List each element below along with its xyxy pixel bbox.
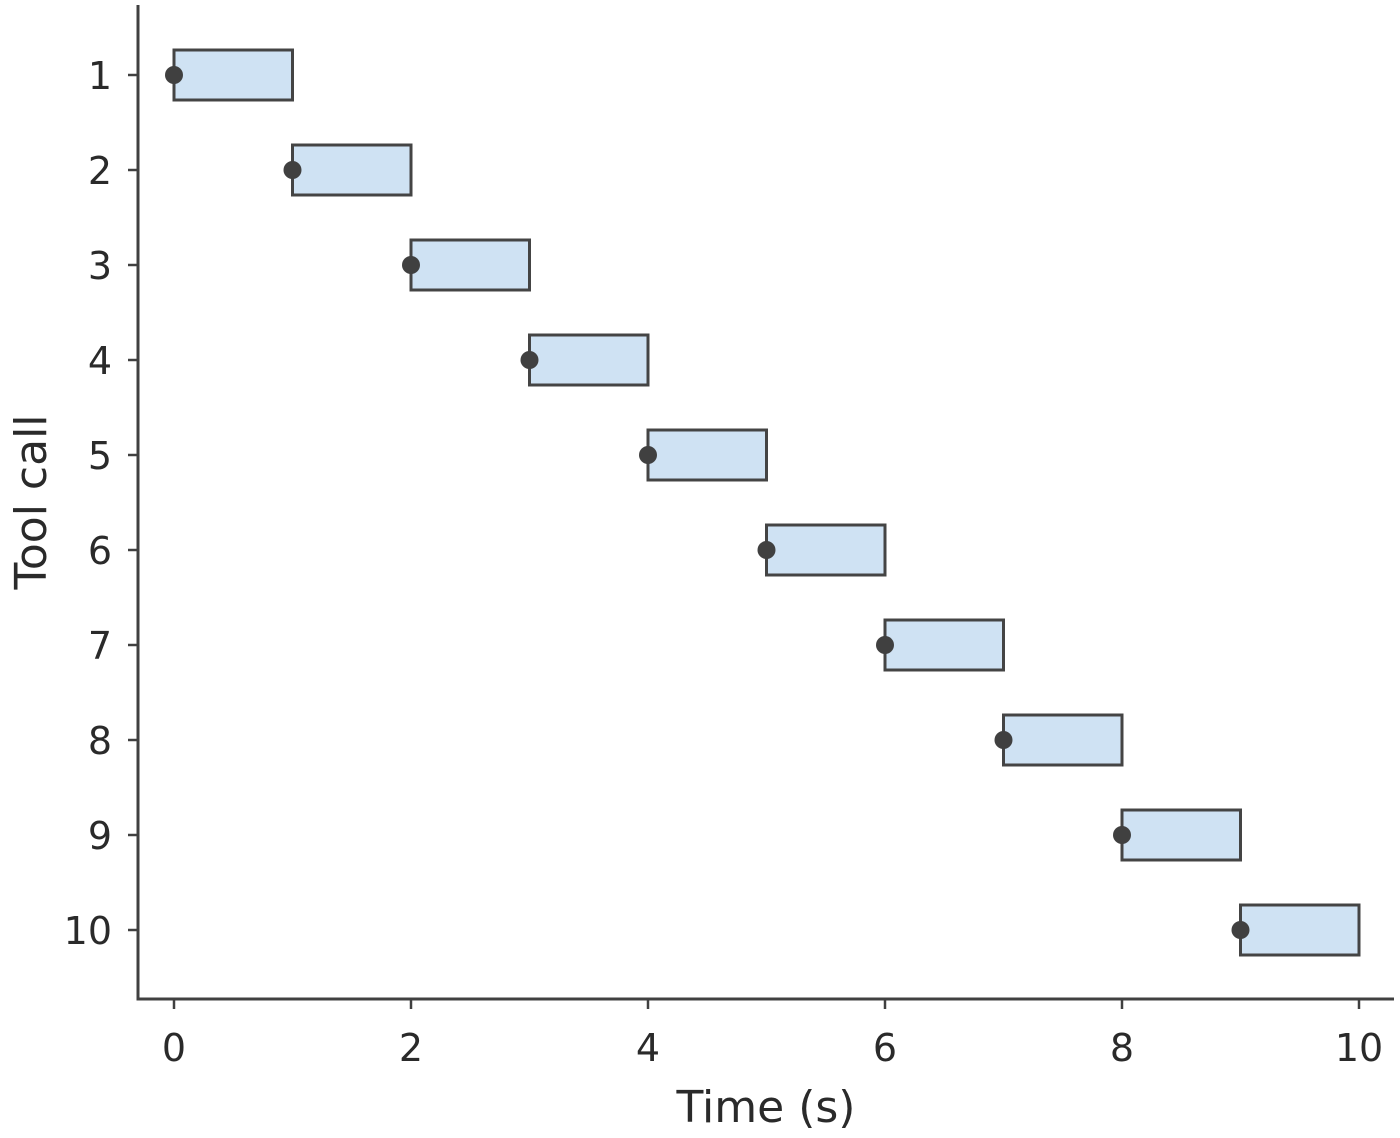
bar-call-4 bbox=[528, 333, 650, 387]
x-tick-label-2: 2 bbox=[399, 1026, 423, 1070]
bar-call-3 bbox=[409, 238, 531, 292]
x-axis-title: Time (s) bbox=[676, 1082, 856, 1133]
bar-group-call-6 bbox=[757, 523, 887, 577]
x-tick-label-6: 6 bbox=[873, 1026, 897, 1070]
bar-group-call-10 bbox=[1231, 903, 1361, 957]
bar-call-2 bbox=[291, 143, 413, 197]
start-marker-call-3 bbox=[402, 256, 420, 274]
start-marker-call-8 bbox=[994, 731, 1013, 749]
y-ticks: 1 2 3 4 5 6 7 8 9 10 bbox=[64, 54, 138, 953]
bar-group-call-7 bbox=[876, 618, 1005, 672]
y-tick-label-4: 4 bbox=[88, 339, 112, 383]
y-tick-label-1: 1 bbox=[88, 54, 112, 98]
x-tick-label-10: 10 bbox=[1335, 1026, 1383, 1070]
start-marker-call-4 bbox=[520, 351, 539, 369]
start-marker-call-7 bbox=[876, 636, 894, 654]
bars-layer bbox=[165, 48, 1361, 957]
bar-call-9 bbox=[1120, 808, 1242, 862]
bar-call-5 bbox=[646, 428, 768, 482]
bar-group-call-8 bbox=[994, 713, 1124, 767]
y-axis-title: Tool call bbox=[6, 414, 57, 590]
y-tick-label-7: 7 bbox=[88, 624, 112, 668]
bar-call-7 bbox=[883, 618, 1005, 672]
x-ticks: 0 2 4 6 8 10 bbox=[162, 999, 1383, 1070]
start-marker-call-9 bbox=[1113, 826, 1131, 844]
bar-group-call-4 bbox=[520, 333, 650, 387]
bar-call-1 bbox=[172, 48, 294, 102]
start-marker-call-1 bbox=[165, 66, 183, 84]
start-marker-call-6 bbox=[757, 541, 776, 559]
x-tick-label-4: 4 bbox=[636, 1026, 660, 1070]
bar-group-call-1 bbox=[165, 48, 294, 102]
start-marker-call-2 bbox=[283, 161, 302, 179]
x-tick-label-8: 8 bbox=[1110, 1026, 1134, 1070]
bar-group-call-2 bbox=[283, 143, 413, 197]
y-tick-label-10: 10 bbox=[64, 909, 112, 953]
bar-group-call-3 bbox=[402, 238, 531, 292]
y-tick-label-2: 2 bbox=[88, 149, 112, 193]
start-marker-call-5 bbox=[639, 446, 657, 464]
bar-group-call-5 bbox=[639, 428, 768, 482]
bar-call-8 bbox=[1002, 713, 1124, 767]
bar-call-10 bbox=[1239, 903, 1361, 957]
y-tick-label-9: 9 bbox=[88, 814, 112, 858]
y-tick-label-8: 8 bbox=[88, 719, 112, 763]
y-tick-label-3: 3 bbox=[88, 244, 112, 288]
y-tick-label-6: 6 bbox=[88, 529, 112, 573]
bar-group-call-9 bbox=[1113, 808, 1242, 862]
x-tick-label-0: 0 bbox=[162, 1026, 186, 1070]
bar-call-6 bbox=[765, 523, 887, 577]
y-tick-label-5: 5 bbox=[88, 434, 112, 478]
start-marker-call-10 bbox=[1231, 921, 1250, 939]
